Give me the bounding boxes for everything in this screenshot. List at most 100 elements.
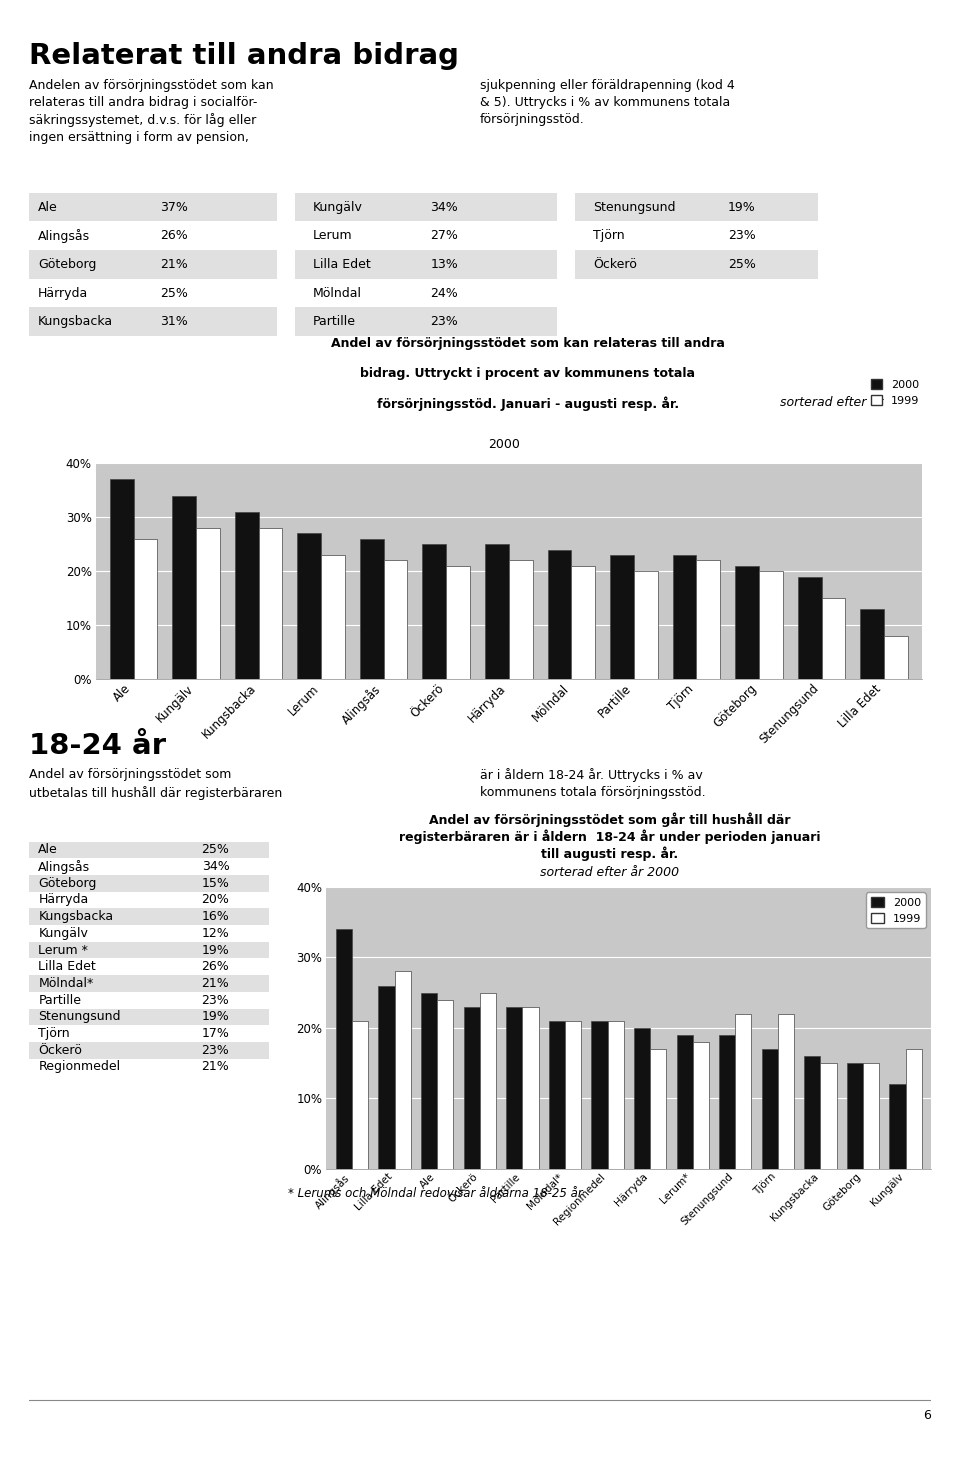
Bar xyxy=(29,279,277,307)
Bar xyxy=(378,986,395,1169)
Bar xyxy=(29,1008,269,1026)
Bar xyxy=(29,942,269,958)
Bar xyxy=(571,565,595,679)
Bar xyxy=(109,479,133,679)
Bar xyxy=(446,565,470,679)
Bar xyxy=(591,1021,608,1169)
Bar xyxy=(395,972,411,1169)
Bar xyxy=(133,539,157,679)
Bar xyxy=(464,1007,480,1169)
Text: Kungsbacka: Kungsbacka xyxy=(38,910,113,923)
Text: sjukpenning eller föräldrapenning (kod 4
& 5). Uttrycks i % av kommunens totala
: sjukpenning eller föräldrapenning (kod 4… xyxy=(480,79,734,126)
Text: Andelen av försörjningsstödet som kan
relateras till andra bidrag i socialför-
s: Andelen av försörjningsstödet som kan re… xyxy=(29,79,274,145)
Text: Regionmedel: Regionmedel xyxy=(38,1061,121,1074)
Bar xyxy=(735,1014,752,1169)
Bar xyxy=(847,1064,863,1169)
Text: Andel av försörjningsstödet som går till hushåll där
registerbäraren är i åldern: Andel av försörjningsstödet som går till… xyxy=(398,812,821,861)
Bar xyxy=(634,571,658,679)
Text: 23%: 23% xyxy=(202,993,229,1007)
Bar xyxy=(719,1034,735,1169)
Text: Härryda: Härryda xyxy=(38,894,88,906)
Text: 15%: 15% xyxy=(202,877,229,890)
Bar xyxy=(509,561,533,679)
Text: Stenungsund: Stenungsund xyxy=(38,1011,121,1023)
Text: Mölndal*: Mölndal* xyxy=(38,977,94,991)
Legend: 2000, 1999: 2000, 1999 xyxy=(866,893,925,928)
Text: Alingsås: Alingsås xyxy=(38,859,90,874)
Text: 23%: 23% xyxy=(430,316,458,329)
Text: 26%: 26% xyxy=(202,960,229,973)
Bar xyxy=(905,1049,922,1169)
Bar xyxy=(673,555,696,679)
Bar xyxy=(29,1059,269,1075)
Bar xyxy=(437,999,453,1169)
Text: 21%: 21% xyxy=(202,977,229,991)
Bar xyxy=(804,1056,821,1169)
Bar xyxy=(650,1049,666,1169)
Bar xyxy=(522,1007,539,1169)
Text: * Lerums och Mölndal redovisar åldrarna 18-25 år: * Lerums och Mölndal redovisar åldrarna … xyxy=(288,1188,583,1199)
Bar xyxy=(360,539,384,679)
Text: 13%: 13% xyxy=(430,259,458,270)
Legend: 2000, 1999: 2000, 1999 xyxy=(867,374,924,411)
Text: 25%: 25% xyxy=(159,286,187,300)
Text: sorterad efter år 2000: sorterad efter år 2000 xyxy=(540,866,679,880)
Bar xyxy=(336,929,352,1169)
Bar xyxy=(172,495,196,679)
Text: Kungälv: Kungälv xyxy=(38,926,88,939)
Bar xyxy=(384,561,407,679)
Text: 19%: 19% xyxy=(202,944,229,957)
Bar xyxy=(759,571,782,679)
Text: 25%: 25% xyxy=(728,259,756,270)
Bar xyxy=(884,636,908,679)
Text: 16%: 16% xyxy=(202,910,229,923)
Bar xyxy=(29,891,269,909)
Bar xyxy=(693,1042,708,1169)
Bar xyxy=(29,1042,269,1059)
Bar xyxy=(564,1021,581,1169)
Text: är i åldern 18-24 år. Uttrycks i % av
kommunens totala försörjningsstöd.: är i åldern 18-24 år. Uttrycks i % av ko… xyxy=(480,768,706,799)
Text: 17%: 17% xyxy=(202,1027,229,1040)
Text: Mölndal: Mölndal xyxy=(313,286,362,300)
Text: Kungsbacka: Kungsbacka xyxy=(37,316,113,329)
Bar xyxy=(822,599,846,679)
Text: Öckerö: Öckerö xyxy=(592,259,636,270)
Bar xyxy=(821,1064,837,1169)
Bar xyxy=(422,543,446,679)
Bar xyxy=(611,555,634,679)
Text: Öckerö: Öckerö xyxy=(38,1043,83,1056)
Bar xyxy=(29,307,277,336)
Bar xyxy=(575,222,818,250)
Text: 12%: 12% xyxy=(202,926,229,939)
Bar xyxy=(485,543,509,679)
Bar xyxy=(352,1021,368,1169)
Text: Stenungsund: Stenungsund xyxy=(592,200,675,213)
Text: 25%: 25% xyxy=(202,843,229,856)
Text: 2000: 2000 xyxy=(489,438,520,450)
Bar xyxy=(295,250,557,279)
Bar xyxy=(29,842,269,858)
Bar xyxy=(258,527,282,679)
Text: Relaterat till andra bidrag: Relaterat till andra bidrag xyxy=(29,42,459,70)
Bar xyxy=(29,250,277,279)
Bar xyxy=(29,858,269,875)
Bar xyxy=(295,193,557,222)
Text: Lilla Edet: Lilla Edet xyxy=(38,960,96,973)
Text: 19%: 19% xyxy=(728,200,756,213)
Bar xyxy=(761,1049,778,1169)
Text: 6: 6 xyxy=(924,1408,931,1422)
Text: Ale: Ale xyxy=(37,200,58,213)
Bar xyxy=(863,1064,879,1169)
Bar xyxy=(696,561,720,679)
Text: 26%: 26% xyxy=(159,229,187,243)
Text: Partille: Partille xyxy=(313,316,356,329)
Bar xyxy=(29,925,269,942)
Bar xyxy=(295,222,557,250)
Bar xyxy=(547,549,571,679)
Text: Göteborg: Göteborg xyxy=(37,259,96,270)
Bar xyxy=(235,511,258,679)
Bar xyxy=(778,1014,794,1169)
Text: 23%: 23% xyxy=(202,1043,229,1056)
Text: 18-24 år: 18-24 år xyxy=(29,732,166,760)
Text: Tjörn: Tjörn xyxy=(592,229,624,243)
